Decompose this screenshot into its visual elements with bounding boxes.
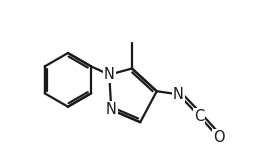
Text: N: N [104,67,115,82]
Text: C: C [194,109,204,123]
Text: O: O [213,130,225,145]
Text: N: N [173,87,184,102]
Text: N: N [106,102,117,117]
